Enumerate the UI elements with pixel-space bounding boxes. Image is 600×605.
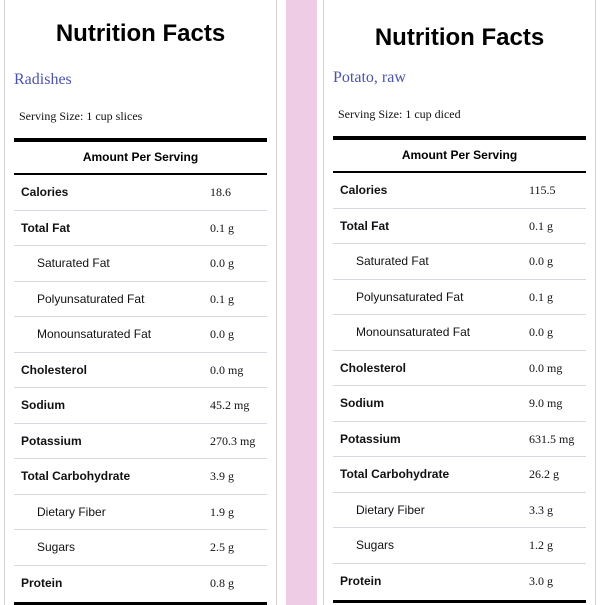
amount-per-serving-header: Amount Per Serving <box>82 150 199 164</box>
nutrient-label: Cholesterol <box>21 362 88 377</box>
nutrient-label: Polyunsaturated Fat <box>356 289 464 304</box>
nutrient-label: Total Fat <box>340 218 390 233</box>
nutrient-value: 0.1 g <box>210 291 234 306</box>
header-divider <box>14 173 267 175</box>
nutrient-value: 3.0 g <box>529 573 553 588</box>
nutrient-value: 0.0 mg <box>210 362 244 377</box>
nutrient-value: 0.1 g <box>529 289 553 304</box>
nutrition-panel-radishes: Nutrition Facts Radishes Serving Size: 1… <box>4 0 277 605</box>
food-name-link[interactable]: Radishes <box>14 71 72 88</box>
nutrient-value: 0.1 g <box>210 220 234 235</box>
nutrient-value: 115.5 <box>529 183 556 197</box>
nutrition-panel-potato: Nutrition Facts Potato, raw Serving Size… <box>323 0 596 605</box>
nutrient-label: Saturated Fat <box>37 256 110 270</box>
nutrient-row-sugars: Sugars 1.2 g <box>333 528 586 564</box>
nutrient-row-total-fat: Total Fat 0.1 g <box>333 209 586 244</box>
nutrient-label: Sugars <box>356 538 395 552</box>
nutrient-label: Sodium <box>340 396 384 410</box>
nutrient-row-protein: Protein 0.8 g <box>14 566 267 602</box>
panel-title: Nutrition Facts <box>55 20 226 47</box>
nutrient-row-cholesterol: Cholesterol 0.0 mg <box>333 351 586 386</box>
nutrient-value: 0.0 g <box>529 254 553 268</box>
nutrient-value: 0.8 g <box>210 575 234 590</box>
nutrient-label: Calories <box>21 185 69 199</box>
nutrient-label: Sugars <box>37 540 76 554</box>
nutrient-value: 1.9 g <box>210 504 234 519</box>
nutrient-row-sodium: Sodium 45.2 mg <box>14 388 267 424</box>
nutrient-value: 26.2 g <box>529 467 559 481</box>
nutrient-label: Dietary Fiber <box>356 502 425 517</box>
thick-divider <box>14 138 267 142</box>
nutrient-label: Saturated Fat <box>356 254 429 268</box>
nutrient-value: 631.5 mg <box>529 431 575 446</box>
nutrient-value: 0.1 g <box>529 218 553 233</box>
nutrient-row-polyunsaturated-fat: Polyunsaturated Fat 0.1 g <box>14 282 267 317</box>
nutrient-value: 0.0 g <box>529 325 553 339</box>
nutrient-value: 3.9 g <box>210 469 234 483</box>
nutrient-label: Protein <box>21 575 63 590</box>
nutrient-row-saturated-fat: Saturated Fat 0.0 g <box>333 244 586 280</box>
thick-divider <box>333 136 586 140</box>
nutrient-row-protein: Protein 3.0 g <box>333 564 586 600</box>
nutrient-label: Cholesterol <box>340 360 407 375</box>
nutrient-label: Polyunsaturated Fat <box>37 291 145 306</box>
nutrient-label: Potassium <box>21 433 82 448</box>
panel-title: Nutrition Facts <box>374 24 545 51</box>
nutrient-label: Monounsaturated Fat <box>37 327 152 341</box>
serving-size: Serving Size: 1 cup diced <box>338 107 461 121</box>
nutrient-label: Sodium <box>21 398 65 412</box>
nutrient-label: Total Carbohydrate <box>21 469 131 483</box>
nutrient-label: Protein <box>340 573 382 588</box>
nutrient-label: Monounsaturated Fat <box>356 325 471 339</box>
nutrient-rows: Calories 18.6 Total Fat 0.1 g Saturated … <box>14 175 267 601</box>
nutrient-value: 1.2 g <box>529 538 553 552</box>
nutrient-row-total-carbohydrate: Total Carbohydrate 26.2 g <box>333 457 586 493</box>
nutrient-value: 270.3 mg <box>210 433 256 448</box>
nutrient-value: 9.0 mg <box>529 396 563 410</box>
amount-per-serving-header: Amount Per Serving <box>401 148 518 162</box>
nutrient-rows: Calories 115.5 Total Fat 0.1 g Saturated… <box>333 173 586 599</box>
nutrient-value: 0.0 g <box>210 256 234 270</box>
nutrient-value: 18.6 <box>210 185 231 199</box>
bottom-divider <box>14 602 267 605</box>
nutrient-row-potassium: Potassium 270.3 mg <box>14 424 267 459</box>
nutrient-row-calories: Calories 115.5 <box>333 173 586 209</box>
nutrient-value: 0.0 g <box>210 327 234 341</box>
nutrient-row-monounsaturated-fat: Monounsaturated Fat 0.0 g <box>333 315 586 351</box>
nutrient-row-cholesterol: Cholesterol 0.0 mg <box>14 353 267 388</box>
nutrient-value: 2.5 g <box>210 540 234 554</box>
nutrient-row-total-carbohydrate: Total Carbohydrate 3.9 g <box>14 459 267 495</box>
nutrient-row-polyunsaturated-fat: Polyunsaturated Fat 0.1 g <box>333 280 586 315</box>
nutrient-label: Total Fat <box>21 220 71 235</box>
nutrient-row-total-fat: Total Fat 0.1 g <box>14 211 267 246</box>
nutrient-value: 45.2 mg <box>210 398 250 412</box>
nutrient-row-potassium: Potassium 631.5 mg <box>333 422 586 457</box>
nutrient-row-sugars: Sugars 2.5 g <box>14 530 267 566</box>
nutrient-row-calories: Calories 18.6 <box>14 175 267 211</box>
divider-band <box>286 0 317 605</box>
nutrient-row-saturated-fat: Saturated Fat 0.0 g <box>14 246 267 282</box>
nutrient-label: Total Carbohydrate <box>340 467 450 481</box>
nutrient-label: Dietary Fiber <box>37 504 106 519</box>
nutrient-label: Calories <box>340 183 388 197</box>
nutrient-row-dietary-fiber: Dietary Fiber 3.3 g <box>333 493 586 528</box>
food-name-link[interactable]: Potato, raw <box>333 69 406 86</box>
nutrient-label: Potassium <box>340 431 401 446</box>
header-divider <box>333 171 586 173</box>
nutrient-row-dietary-fiber: Dietary Fiber 1.9 g <box>14 495 267 530</box>
serving-size: Serving Size: 1 cup slices <box>19 109 143 123</box>
bottom-divider <box>333 600 586 603</box>
nutrient-row-monounsaturated-fat: Monounsaturated Fat 0.0 g <box>14 317 267 353</box>
nutrient-value: 0.0 mg <box>529 360 563 375</box>
nutrient-value: 3.3 g <box>529 502 553 517</box>
nutrient-row-sodium: Sodium 9.0 mg <box>333 386 586 422</box>
